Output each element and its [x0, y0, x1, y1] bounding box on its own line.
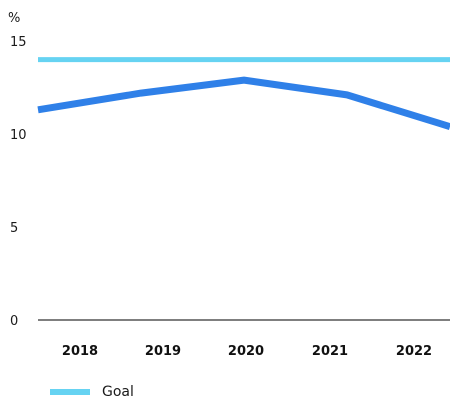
y-tick-label-10: 10 [10, 128, 27, 143]
y-tick-label-5: 5 [10, 221, 18, 236]
legend-swatch-goal [50, 389, 90, 395]
x-tick-label-2021: 2021 [312, 344, 348, 359]
y-tick-label-0: 0 [10, 314, 18, 329]
x-tick-label-2018: 2018 [62, 344, 98, 359]
y-tick-label-15: 15 [10, 35, 27, 50]
x-tick-label-2022: 2022 [396, 344, 432, 359]
y-unit-label: % [8, 11, 20, 26]
x-tick-label-2019: 2019 [145, 344, 181, 359]
legend: Goal [50, 384, 134, 400]
legend-label-goal: Goal [102, 384, 134, 400]
series-line-0 [37, 76, 450, 130]
x-tick-label-2020: 2020 [228, 344, 264, 359]
